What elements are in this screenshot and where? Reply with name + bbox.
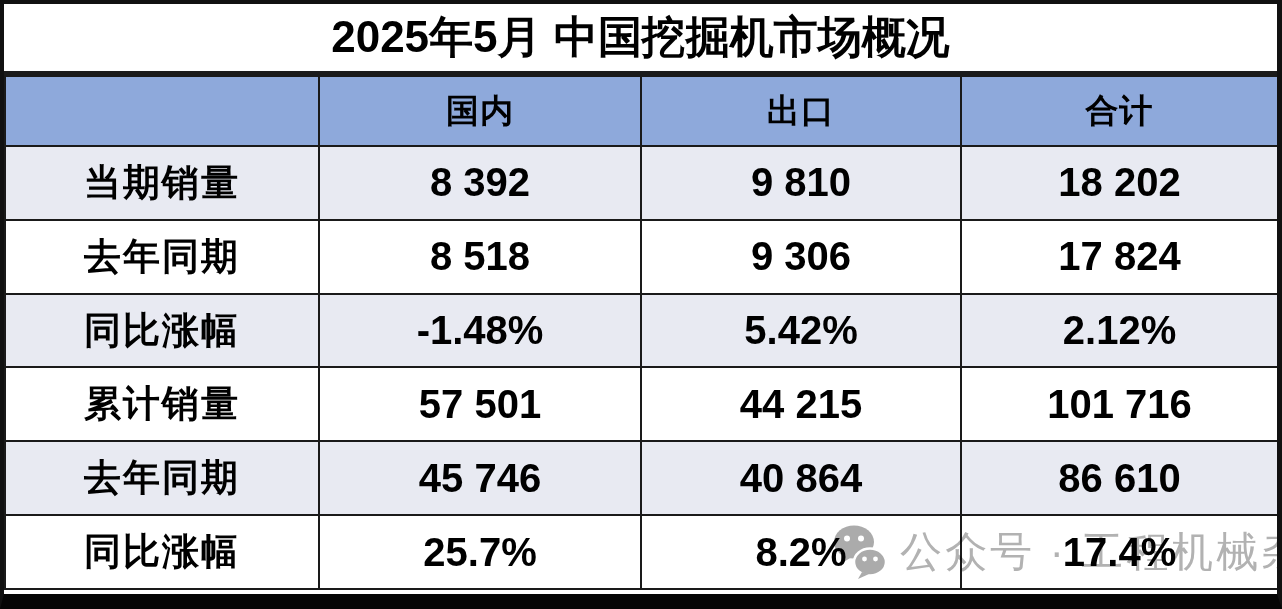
cell-value: 8.2% bbox=[641, 515, 961, 589]
row-label: 同比涨幅 bbox=[5, 294, 319, 368]
table-body: 当期销量8 3929 81018 202去年同期8 5189 30617 824… bbox=[5, 146, 1278, 589]
header-cell-total: 合计 bbox=[961, 76, 1278, 146]
row-label: 累计销量 bbox=[5, 367, 319, 441]
row-label: 去年同期 bbox=[5, 220, 319, 294]
cell-value: -1.48% bbox=[319, 294, 641, 368]
market-table-card: 2025年5月 中国挖掘机市场概况 国内 出口 合计 当期销量8 3929 81… bbox=[0, 0, 1282, 609]
cell-value: 45 746 bbox=[319, 441, 641, 515]
cell-value: 44 215 bbox=[641, 367, 961, 441]
row-label: 去年同期 bbox=[5, 441, 319, 515]
header-cell-export: 出口 bbox=[641, 76, 961, 146]
header-cell-blank bbox=[5, 76, 319, 146]
title-row: 2025年5月 中国挖掘机市场概况 bbox=[4, 4, 1277, 75]
header-row: 国内 出口 合计 bbox=[5, 76, 1278, 146]
watermark-tail-shape bbox=[814, 593, 896, 609]
cell-value: 25.7% bbox=[319, 515, 641, 589]
cell-value: 86 610 bbox=[961, 441, 1278, 515]
row-label: 同比涨幅 bbox=[5, 515, 319, 589]
cell-value: 2.12% bbox=[961, 294, 1278, 368]
table-row: 去年同期8 5189 30617 824 bbox=[5, 220, 1278, 294]
header-cell-domestic: 国内 bbox=[319, 76, 641, 146]
cell-value: 57 501 bbox=[319, 367, 641, 441]
cell-value: 18 202 bbox=[961, 146, 1278, 220]
cell-value: 17.4% bbox=[961, 515, 1278, 589]
page-title: 2025年5月 中国挖掘机市场概况 bbox=[331, 8, 950, 67]
market-table: 国内 出口 合计 当期销量8 3929 81018 202去年同期8 5189 … bbox=[4, 75, 1279, 590]
cell-value: 40 864 bbox=[641, 441, 961, 515]
cell-value: 8 392 bbox=[319, 146, 641, 220]
table-row: 去年同期45 74640 86486 610 bbox=[5, 441, 1278, 515]
cell-value: 5.42% bbox=[641, 294, 961, 368]
cell-value: 17 824 bbox=[961, 220, 1278, 294]
table-row: 累计销量57 50144 215101 716 bbox=[5, 367, 1278, 441]
row-label: 当期销量 bbox=[5, 146, 319, 220]
cell-value: 9 306 bbox=[641, 220, 961, 294]
cell-value: 101 716 bbox=[961, 367, 1278, 441]
table-row: 同比涨幅25.7%8.2%17.4% bbox=[5, 515, 1278, 589]
cell-value: 8 518 bbox=[319, 220, 641, 294]
table-row: 当期销量8 3929 81018 202 bbox=[5, 146, 1278, 220]
table-row: 同比涨幅-1.48%5.42%2.12% bbox=[5, 294, 1278, 368]
cell-value: 9 810 bbox=[641, 146, 961, 220]
